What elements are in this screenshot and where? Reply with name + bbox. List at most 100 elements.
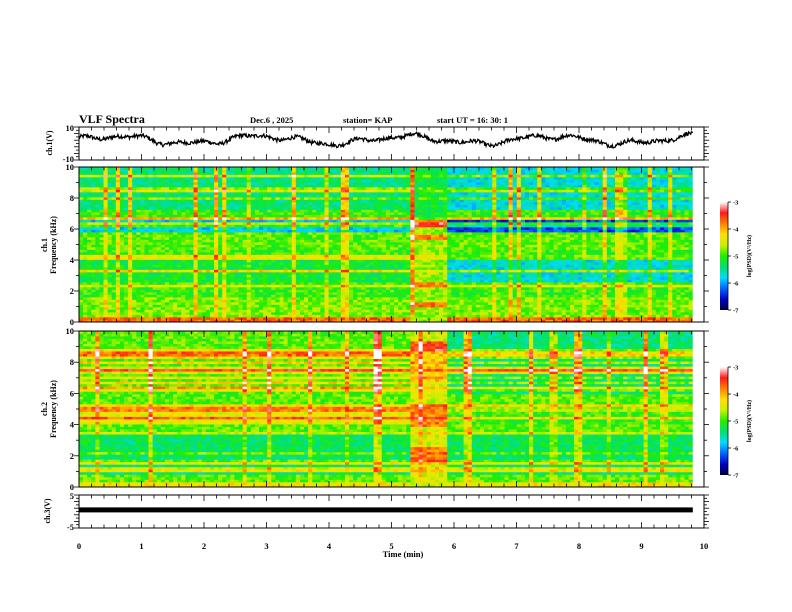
spectrogram-cell — [287, 249, 293, 253]
spectrogram-cell — [312, 237, 317, 240]
spectrogram-cell — [197, 269, 203, 273]
spectrogram-cell — [312, 279, 317, 283]
spectrogram-cell — [152, 199, 158, 203]
spectrogram-cell — [259, 189, 264, 193]
spectrogram-cell — [377, 219, 383, 223]
spectrogram-cell — [103, 309, 108, 313]
spectrogram-cell — [103, 262, 108, 265]
spectrogram-cell — [279, 227, 284, 230]
spectrogram-cell — [209, 299, 215, 303]
spectrogram-cell — [99, 267, 104, 270]
spectrogram-cell — [222, 292, 227, 295]
spectrogram-cell — [385, 172, 391, 175]
spectrogram-cell — [377, 282, 383, 285]
spectrogram-cell — [357, 214, 362, 218]
spectrogram-cell — [128, 297, 133, 300]
spectrogram-cell — [349, 194, 354, 198]
spectrogram-cell — [164, 314, 170, 318]
spectrogram-cell — [181, 239, 186, 243]
spectrogram-cell — [128, 204, 133, 208]
spectrogram-cell — [349, 262, 354, 265]
spectrogram-cell — [124, 222, 129, 225]
spectrogram-cell — [246, 199, 252, 203]
spectrogram-cell — [201, 187, 207, 190]
spectrogram-cell — [344, 299, 350, 303]
spectrogram-cell — [312, 214, 317, 218]
spectrogram-cell — [79, 234, 84, 238]
spectrogram-cell — [312, 257, 317, 260]
spectrogram-cell — [299, 237, 305, 240]
spectrogram-cell — [83, 189, 88, 193]
spectrogram-cell — [234, 272, 239, 275]
spectrogram-cell — [385, 189, 391, 193]
spectrogram-cell — [299, 224, 305, 228]
spectrogram-cell — [91, 287, 96, 290]
spectrogram-cell — [144, 184, 149, 188]
spectrogram-cell — [299, 199, 305, 203]
spectrogram-cell — [312, 299, 317, 303]
spectrogram-cell — [144, 307, 149, 310]
spectrogram-cell — [209, 259, 215, 263]
spectrogram-cell — [267, 314, 272, 318]
spectrogram-cell — [214, 209, 219, 213]
spectrogram-cell — [279, 174, 284, 178]
spectrogram-cell — [394, 172, 399, 175]
spectrogram-cell — [275, 179, 280, 183]
spectrogram-cell — [124, 189, 129, 193]
spectrogram-cell — [218, 167, 223, 170]
spectrogram-cell — [214, 174, 219, 178]
spectrogram-cell — [95, 242, 100, 245]
spectrogram-cell — [169, 257, 174, 260]
spectrogram-cell — [222, 257, 227, 260]
spectrogram-cell — [295, 289, 301, 293]
spectrogram-cell — [205, 209, 211, 213]
spectrogram-cell — [324, 249, 329, 253]
spectrogram-cell — [308, 167, 313, 170]
spectrogram-cell — [349, 289, 354, 293]
spectrogram-cell — [287, 212, 293, 215]
spectrogram-cell — [214, 312, 219, 315]
spectrogram-cell — [230, 272, 235, 275]
spectrogram-cell — [365, 197, 370, 200]
spectrogram-cell — [287, 304, 293, 308]
spectrogram-cell — [328, 224, 334, 228]
spectrogram-cell — [160, 314, 166, 318]
spectrogram-cell — [275, 264, 280, 268]
spectrogram-cell — [222, 192, 227, 195]
spectrogram-cell — [369, 217, 374, 220]
spectrogram-cell — [267, 189, 272, 193]
spectrogram-cell — [377, 244, 383, 248]
spectrogram-cell — [295, 292, 301, 295]
spectrogram-cell — [299, 272, 305, 275]
spectrogram-cell — [140, 182, 145, 185]
spectrogram-cell — [246, 239, 252, 243]
spectrogram-cell — [95, 194, 100, 198]
spectrogram-cell — [107, 222, 113, 225]
spectrogram-cell — [320, 257, 325, 260]
spectrogram-cell — [226, 169, 231, 173]
spectrogram-cell — [332, 272, 338, 275]
spectrogram-cell — [173, 204, 178, 208]
spectrogram-cell — [332, 177, 338, 180]
spectrogram-cell — [111, 254, 117, 258]
spectrogram-cell — [136, 202, 141, 205]
spectrogram-cell — [107, 239, 113, 243]
spectrogram-cell — [340, 182, 346, 185]
spectrogram-cell — [218, 192, 223, 195]
spectrogram-cell — [332, 169, 338, 173]
spectrogram-cell — [369, 272, 374, 275]
spectrogram-cell — [398, 317, 403, 320]
spectrogram-cell — [349, 292, 354, 295]
spectrogram-cell — [353, 272, 358, 275]
spectrogram-cell — [119, 177, 125, 180]
spectrogram-cell — [230, 297, 235, 300]
spectrogram-cell — [111, 184, 117, 188]
spectrogram-cell — [111, 282, 117, 285]
spectrogram-cell — [373, 317, 379, 320]
spectrogram-cell — [279, 272, 284, 275]
spectrogram-cell — [140, 202, 145, 205]
spectrogram-cell — [361, 177, 366, 180]
spectrogram-cell — [373, 294, 379, 298]
spectrogram-cell — [83, 249, 88, 253]
spectrogram-cell — [95, 274, 100, 278]
